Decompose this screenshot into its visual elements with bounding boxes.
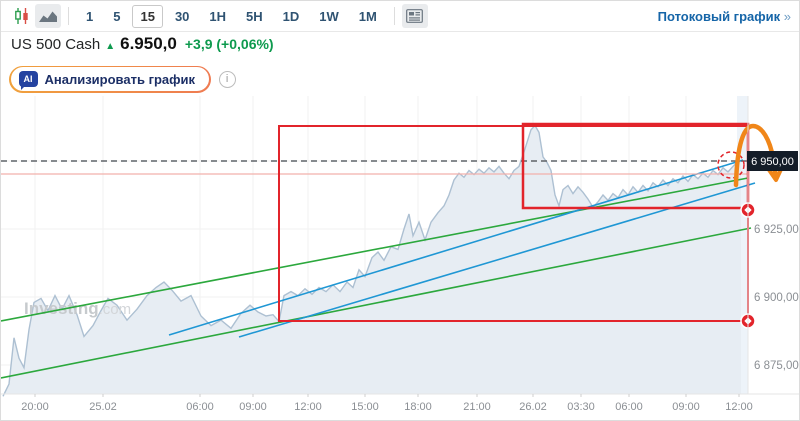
time-axis-label: 21:00 — [463, 401, 491, 413]
chart-toolbar: 1 5 15 30 1H 5H 1D 1W 1M Потоковый график » — [1, 1, 799, 32]
blue-trendline[interactable] — [168, 159, 744, 336]
last-price: 6.950,0 — [120, 34, 177, 53]
time-axis-label: 09:00 — [239, 401, 267, 413]
toolbar-divider — [393, 7, 395, 25]
candlestick-chart-button[interactable] — [9, 4, 35, 28]
time-axis-label: 18:00 — [404, 401, 432, 413]
events-panel-button[interactable] — [401, 4, 428, 28]
time-axis-label: 12:00 — [725, 401, 753, 413]
streaming-chart-link[interactable]: Потоковый график » — [658, 9, 791, 24]
ai-badge-icon: AI — [18, 71, 38, 90]
orange-arrow-annotation[interactable] — [733, 123, 779, 188]
timeframe-30-button[interactable]: 30 — [167, 5, 197, 28]
timeframe-1w-button[interactable]: 1W — [311, 5, 347, 28]
arrow-up-icon: ▲ — [105, 41, 116, 52]
timeframe-1m-button[interactable]: 1M — [351, 5, 385, 28]
price-chart[interactable]: Investing.com 20:00 25.02 06:00 09:00 12:00 15… — [1, 96, 800, 421]
info-icon[interactable]: i — [218, 70, 236, 88]
time-axis-label: 15:00 — [351, 401, 379, 413]
green-trendline[interactable] — [1, 227, 752, 379]
time-axis-label: 03:30 — [567, 401, 595, 413]
price-axis-label: 6 875,00 — [754, 360, 799, 372]
timeframe-1-button[interactable]: 1 — [78, 5, 101, 28]
area-chart-icon — [39, 11, 57, 22]
green-trendline[interactable] — [1, 177, 749, 322]
chevron-right-icon: » — [783, 8, 791, 24]
streaming-chart-label: Потоковый график — [657, 8, 781, 24]
timeframe-1d-button[interactable]: 1D — [275, 5, 308, 28]
timeframe-5-button[interactable]: 5 — [105, 5, 128, 28]
time-axis-label: 26.02 — [519, 401, 547, 413]
time-axis-label: 09:00 — [672, 401, 700, 413]
change-value: +3,9 — [184, 36, 213, 52]
current-price-tag — [747, 151, 798, 171]
current-price-tag-label: 6 950,00 — [751, 156, 794, 168]
candlestick-icon — [15, 8, 28, 24]
timeframe-1h-button[interactable]: 1H — [201, 5, 234, 28]
timeframe-5h-button[interactable]: 5H — [238, 5, 271, 28]
analyze-chart-button[interactable]: AI Анализировать график — [9, 65, 211, 93]
ai-row: AI Анализировать график i — [1, 62, 799, 96]
area-chart-button[interactable] — [35, 4, 61, 28]
toolbar-divider — [68, 7, 69, 25]
time-axis-label: 25.02 — [89, 401, 117, 413]
watermark: Investing.com — [24, 299, 131, 318]
time-axis-label: 06:00 — [186, 401, 214, 413]
timeframe-15-button[interactable]: 15 — [132, 4, 163, 28]
change-percent: (+0,06%) — [216, 36, 274, 52]
red-circle-annotation[interactable] — [717, 151, 745, 179]
analyze-chart-label: Анализировать график — [44, 71, 196, 87]
chart-canvas[interactable]: Investing.com 20:00 25.02 06:00 09:00 12:00 15… — [1, 96, 800, 421]
time-axis-label: 20:00 — [21, 401, 49, 413]
price-axis-label: 6 925,00 — [754, 224, 799, 236]
newspaper-icon — [406, 9, 424, 23]
instrument-header: US 500 Cash ▲ 6.950,0 +3,9 (+0,06%) — [1, 32, 799, 62]
time-axis-label: 06:00 — [615, 401, 643, 413]
instrument-name: US 500 Cash — [11, 36, 101, 53]
current-bar-band — [737, 96, 748, 394]
timeframe-group: 1 5 15 30 1H 5H 1D 1W 1M — [76, 4, 387, 28]
price-change: +3,9 (+0,06%) — [185, 36, 274, 52]
price-axis-label: 6 900,00 — [754, 292, 799, 304]
time-axis-label: 12:00 — [294, 401, 322, 413]
